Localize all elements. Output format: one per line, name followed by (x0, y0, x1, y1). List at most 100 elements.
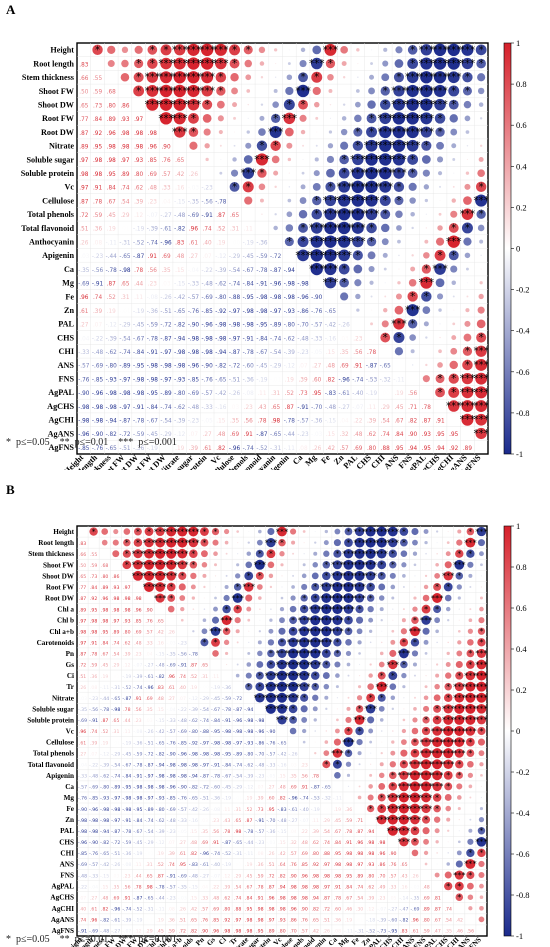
correlation-value: .61 (411, 929, 418, 935)
correlation-circle (336, 708, 339, 710)
significance-star: * (205, 99, 210, 111)
correlation-circle (357, 751, 362, 756)
correlation-value: -.93 (284, 309, 296, 315)
correlation-value: -.33 (78, 774, 87, 780)
correlation-value: -.90 (78, 391, 90, 397)
correlation-circle (191, 596, 196, 600)
correlation-value: -.84 (256, 336, 268, 342)
correlation-circle (439, 323, 441, 325)
correlation-value: .60 (267, 796, 274, 802)
correlation-value: .80 (312, 851, 319, 857)
significance-star: *** (143, 571, 155, 581)
correlation-circle (201, 71, 214, 84)
correlation-value: .82 (216, 446, 225, 452)
correlation-circle (463, 333, 472, 342)
correlation-value: -.74 (160, 405, 172, 411)
correlation-value: .98 (123, 596, 130, 602)
correlation-circle (380, 332, 391, 343)
correlation-circle (400, 538, 408, 547)
correlation-circle (351, 221, 364, 234)
correlation-value: -.78 (100, 707, 109, 713)
correlation-circle (313, 718, 317, 722)
significance-star: * (313, 593, 317, 603)
correlation-circle (220, 158, 222, 161)
correlation-circle (312, 182, 321, 191)
significance-star: *** (431, 781, 443, 791)
correlation-circle (280, 563, 284, 567)
significance-star: *** (431, 593, 443, 603)
significance-star: * (291, 704, 295, 714)
correlation-value: .01 (145, 918, 152, 924)
correlation-circle (188, 537, 199, 548)
correlation-circle (92, 44, 103, 56)
correlation-value: -.44 (106, 254, 118, 260)
correlation-circle (332, 759, 342, 769)
correlation-value: -.15 (156, 718, 165, 724)
significance-star: * (273, 140, 278, 152)
correlation-value: .74 (93, 295, 102, 301)
correlation-circle (452, 185, 455, 188)
correlation-value: .78 (312, 774, 319, 780)
correlation-circle (300, 594, 308, 602)
correlation-circle (424, 685, 428, 689)
correlation-circle (345, 761, 352, 767)
correlation-circle (233, 131, 236, 133)
correlation-circle (344, 726, 353, 736)
correlation-circle (383, 307, 388, 313)
correlation-value: -.98 (160, 364, 172, 370)
correlation-circle (230, 73, 239, 82)
correlation-value: .35 (112, 884, 119, 890)
correlation-circle (215, 71, 227, 83)
correlation-value: -.85 (202, 309, 214, 315)
significance-star: * (410, 44, 415, 56)
correlation-circle (422, 716, 430, 724)
significance-star: * (413, 615, 417, 625)
significance-star: * (468, 748, 472, 758)
correlation-circle (121, 59, 129, 68)
significance-star: *** (342, 560, 354, 570)
correlation-value: .69 (422, 895, 429, 901)
correlation-value: -.90 (167, 751, 176, 757)
correlation-circle (434, 572, 441, 579)
correlation-value: .67 (245, 884, 252, 890)
correlation-circle (423, 584, 429, 590)
correlation-circle (333, 738, 341, 746)
correlation-value: .67 (107, 199, 116, 205)
correlation-circle (413, 707, 417, 711)
correlation-circle (407, 291, 418, 302)
significance-star: *** (336, 236, 351, 248)
significance-star: *** (309, 626, 321, 636)
significance-star: * (465, 222, 470, 234)
correlation-value: .15 (101, 884, 108, 890)
correlation-circle (284, 127, 294, 137)
significance-star: *** (453, 737, 465, 747)
correlation-value: -.03 (78, 696, 87, 702)
column-label: AgCHS (427, 936, 449, 947)
correlation-circle (302, 740, 306, 744)
correlation-circle (443, 748, 454, 759)
correlation-value: .69 (145, 696, 152, 702)
correlation-circle (469, 818, 472, 821)
correlation-value: -.26 (111, 862, 120, 868)
column-label: Tr (228, 935, 239, 946)
correlation-value: -.33 (89, 873, 98, 879)
correlation-circle (383, 47, 388, 52)
correlation-circle (323, 750, 330, 757)
correlation-circle (300, 129, 306, 135)
correlation-value: .98 (79, 629, 86, 635)
correlation-circle (101, 528, 109, 535)
correlation-value: -.98 (222, 740, 231, 746)
correlation-value: -.39 (133, 674, 142, 680)
correlation-circle (155, 559, 166, 570)
correlation-circle (203, 608, 206, 610)
significance-star: * (313, 582, 317, 592)
significance-star: * (346, 626, 350, 636)
correlation-circle (275, 62, 277, 65)
correlation-circle (270, 608, 272, 610)
correlation-circle (465, 681, 476, 692)
row-label: Total phenols (27, 210, 74, 219)
correlation-circle (425, 213, 427, 215)
correlation-circle (179, 595, 186, 601)
correlation-circle (410, 626, 420, 637)
correlation-value: .72 (323, 907, 330, 913)
